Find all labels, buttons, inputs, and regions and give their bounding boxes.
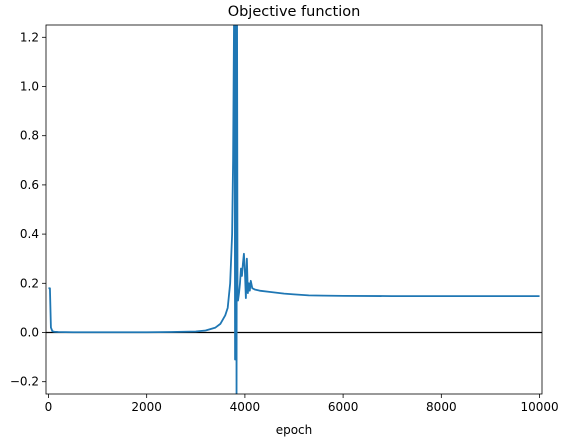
series-line-0 xyxy=(48,25,540,394)
x-tick-label: 0 xyxy=(45,400,53,414)
y-tick-label: 0.2 xyxy=(20,276,39,290)
x-tick-label: 2000 xyxy=(131,400,162,414)
y-tick-label: 0.8 xyxy=(20,129,39,143)
x-tick-label: 10000 xyxy=(520,400,558,414)
y-tick-label: 1.2 xyxy=(20,30,39,44)
x-tick-label: 6000 xyxy=(328,400,359,414)
plot-frame xyxy=(45,24,543,395)
y-tick-label: 0.4 xyxy=(20,227,39,241)
plot-area xyxy=(46,25,542,394)
x-axis-label: epoch xyxy=(276,423,313,437)
y-axis: −0.2 0.0 0.2 0.4 0.6 0.8 1.0 1.2 xyxy=(10,30,46,389)
y-tick-label: 0.6 xyxy=(20,178,39,192)
y-tick-label: 1.0 xyxy=(20,80,39,94)
y-tick-label: −0.2 xyxy=(10,375,39,389)
x-tick-label: 8000 xyxy=(426,400,457,414)
x-axis: 0 2000 4000 6000 8000 10000 xyxy=(45,394,559,414)
chart-title: Objective function xyxy=(228,4,361,20)
y-tick-label: 0.0 xyxy=(20,326,39,340)
x-tick-label: 4000 xyxy=(230,400,261,414)
